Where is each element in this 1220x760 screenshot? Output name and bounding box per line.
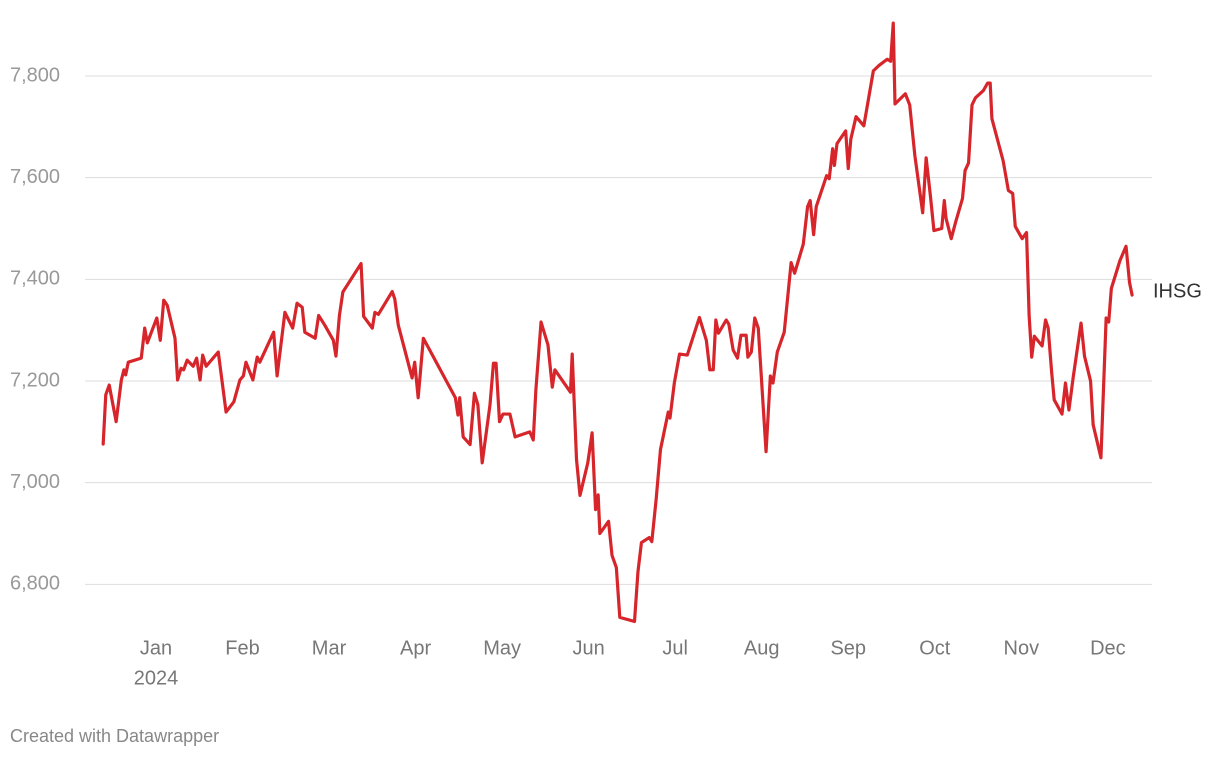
- x-tick-label: Dec: [1090, 637, 1126, 659]
- y-tick-label: 7,400: [10, 268, 60, 290]
- y-tick-label: 7,000: [10, 471, 60, 493]
- x-tick-label: Oct: [919, 637, 951, 659]
- series-label: IHSG: [1153, 280, 1202, 302]
- y-tick-label: 6,800: [10, 573, 60, 595]
- x-tick-label: Sep: [830, 637, 866, 659]
- x-tick-year: 2024: [134, 667, 179, 689]
- y-tick-label: 7,800: [10, 64, 60, 86]
- footer: Created with Datawrapper: [10, 726, 219, 746]
- x-tick-label: May: [483, 637, 521, 659]
- y-tick-label: 7,600: [10, 166, 60, 188]
- y-tick-label: 7,200: [10, 369, 60, 391]
- x-tick-label: Jul: [662, 637, 688, 659]
- x-tick-label: Nov: [1004, 637, 1040, 659]
- series-line: [101, 21, 1134, 624]
- x-tick-label: Jun: [573, 637, 605, 659]
- x-tick-label: Apr: [400, 637, 431, 659]
- x-tick-label: Aug: [744, 637, 780, 659]
- x-tick-label: Feb: [225, 637, 259, 659]
- x-tick-label: Jan: [140, 637, 172, 659]
- x-tick-label: Mar: [312, 637, 347, 659]
